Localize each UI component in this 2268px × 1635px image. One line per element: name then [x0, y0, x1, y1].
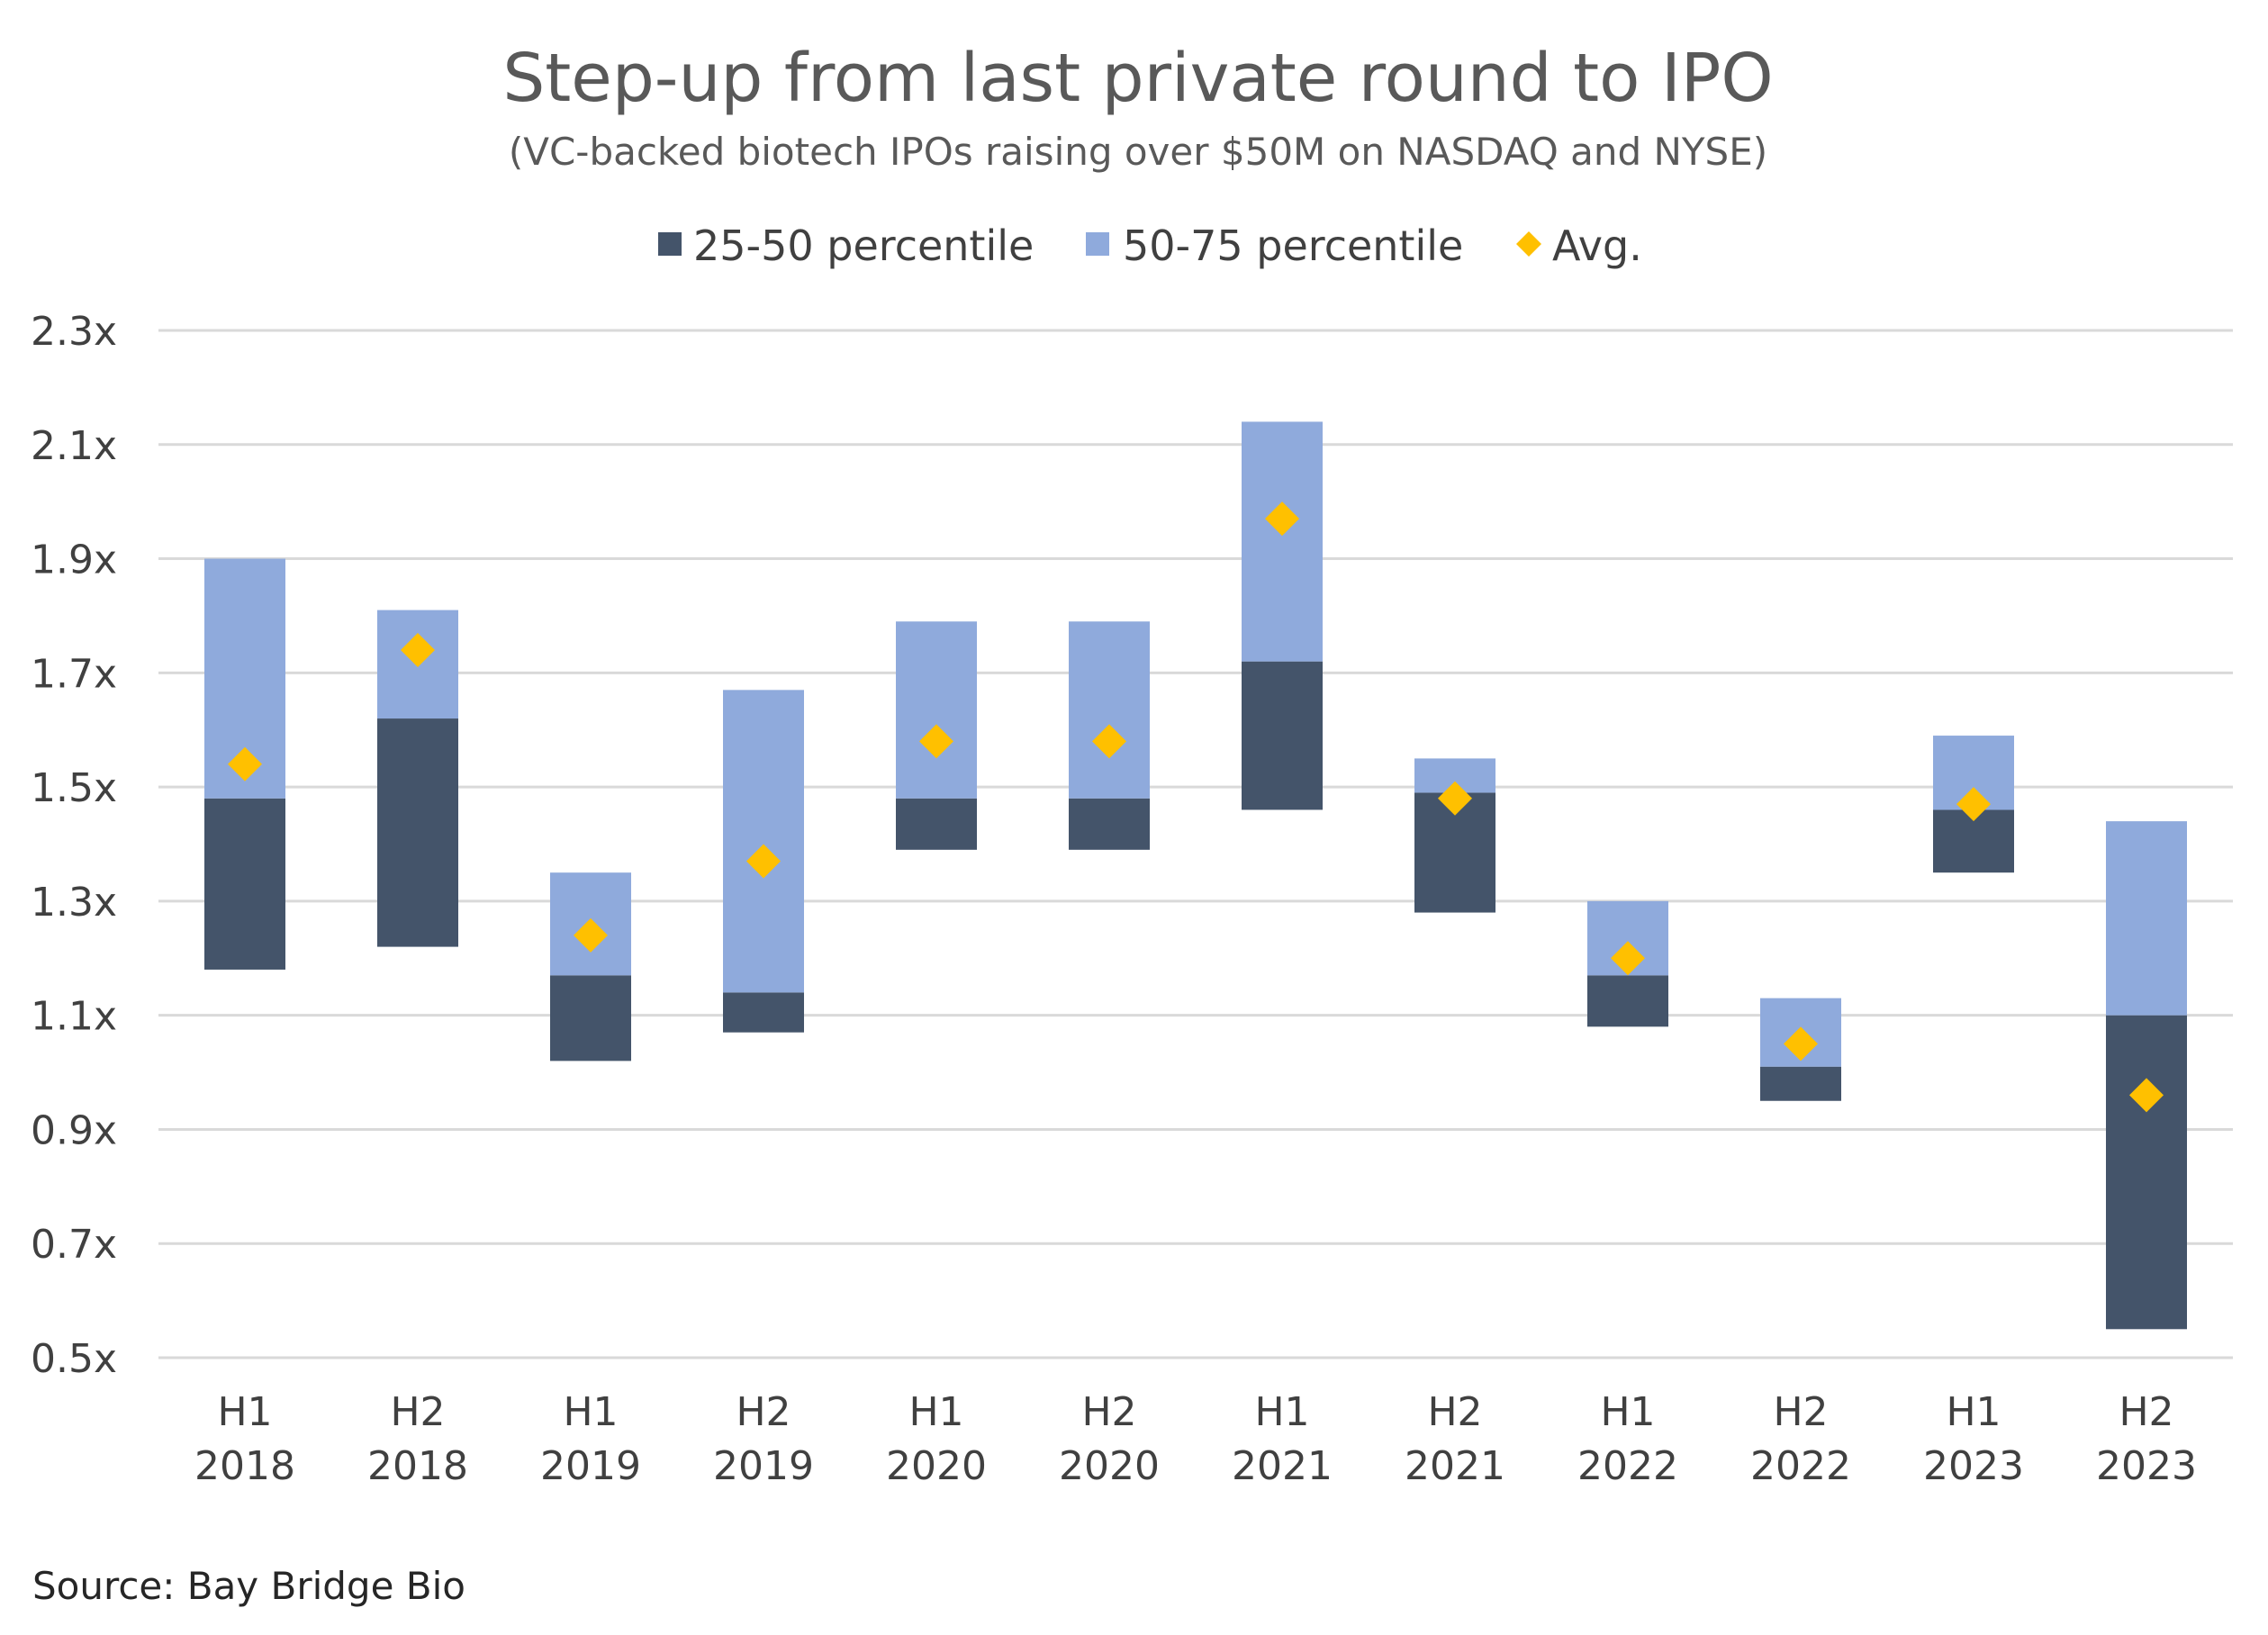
- bar-50-75: [723, 690, 804, 993]
- x-tick-label-year: 2020: [886, 1443, 987, 1489]
- x-tick-label-year: 2023: [2096, 1443, 2197, 1489]
- x-tick-label-year: 2019: [713, 1443, 814, 1489]
- avg-marker: [1611, 941, 1645, 976]
- bar-25-50: [723, 992, 804, 1033]
- x-tick-label-year: 2021: [1405, 1443, 1505, 1489]
- x-tick-label-year: 2020: [1059, 1443, 1160, 1489]
- avg-marker: [1265, 501, 1299, 537]
- x-tick-label-half: H1: [563, 1389, 618, 1435]
- bar-25-50: [896, 798, 977, 850]
- y-tick-label: 2.1x: [31, 423, 117, 469]
- avg-marker: [1438, 781, 1472, 816]
- x-tick-label-half: H1: [1254, 1389, 1309, 1435]
- y-tick-label: 1.5x: [31, 765, 117, 811]
- y-axis: 0.5x 0.7x 0.9x 1.1x 1.3x 1.5x 1.7x 1.9x 2.1x 2.3x: [31, 309, 117, 1382]
- x-axis: H1 2018 H2 2018 H1 2019 H2 2019 H1 2020 H2 2020 H1 20…: [194, 1389, 2197, 1489]
- bar-25-50: [550, 975, 631, 1061]
- avg-marker: [228, 746, 262, 781]
- avg-marker: [1784, 1026, 1818, 1061]
- x-tick-label-half: H2: [1427, 1389, 1482, 1435]
- x-tick-label-year: 2021: [1232, 1443, 1333, 1489]
- x-tick-label-year: 2022: [1750, 1443, 1851, 1489]
- bar-50-75: [2106, 821, 2187, 1016]
- y-tick-label: 1.1x: [31, 994, 117, 1040]
- avg-marker: [919, 724, 953, 759]
- bar-25-50: [377, 718, 458, 947]
- bar-25-50: [1069, 798, 1150, 850]
- x-tick-label-year: 2022: [1577, 1443, 1678, 1489]
- x-tick-label-half: H1: [217, 1389, 272, 1435]
- x-tick-label-half: H2: [1773, 1389, 1828, 1435]
- legend-swatch-25-50: [658, 232, 682, 256]
- source-note: Source: Bay Bridge Bio: [32, 1564, 465, 1608]
- bar-25-50: [2106, 1015, 2187, 1330]
- x-tick-label-half: H1: [1946, 1389, 2001, 1435]
- bar-25-50: [1760, 1066, 1841, 1101]
- x-tick-label-half: H2: [2119, 1389, 2173, 1435]
- y-tick-label: 1.7x: [31, 651, 117, 697]
- bars: [204, 421, 2187, 1330]
- avg-marker: [1092, 724, 1126, 759]
- bar-25-50: [1242, 661, 1323, 810]
- y-tick-label: 2.3x: [31, 309, 117, 355]
- legend-label-25-50: 25-50 percentile: [693, 221, 1034, 270]
- bar-25-50: [1587, 975, 1668, 1027]
- legend: 25-50 percentile 50-75 percentile Avg.: [658, 221, 1642, 270]
- x-tick-label-year: 2018: [194, 1443, 295, 1489]
- y-tick-label: 0.9x: [31, 1107, 117, 1153]
- x-tick-label-year: 2023: [1923, 1443, 2024, 1489]
- avg-marker: [574, 917, 608, 953]
- x-tick-label-half: H2: [390, 1389, 445, 1435]
- x-tick-label-half: H1: [1600, 1389, 1655, 1435]
- y-tick-label: 0.5x: [31, 1336, 117, 1382]
- bar-50-75: [1069, 621, 1150, 799]
- x-tick-label-year: 2018: [367, 1443, 468, 1489]
- legend-label-50-75: 50-75 percentile: [1123, 221, 1463, 270]
- avg-marker: [2129, 1078, 2164, 1113]
- avg-marker: [746, 844, 781, 879]
- legend-label-avg: Avg.: [1552, 221, 1642, 270]
- gridlines: [158, 329, 2233, 1359]
- y-tick-label: 0.7x: [31, 1222, 117, 1268]
- legend-marker-avg: [1516, 231, 1541, 257]
- chart-subtitle: (VC-backed biotech IPOs raising over $50…: [509, 130, 1767, 174]
- x-tick-label-year: 2019: [540, 1443, 641, 1489]
- x-tick-label-half: H2: [736, 1389, 791, 1435]
- bar-50-75: [896, 621, 977, 799]
- x-tick-label-half: H2: [1081, 1389, 1136, 1435]
- y-tick-label: 1.9x: [31, 537, 117, 583]
- x-tick-label-half: H1: [908, 1389, 963, 1435]
- avg-marker: [401, 632, 435, 667]
- avg-marker: [1956, 787, 1991, 822]
- legend-swatch-50-75: [1086, 232, 1109, 256]
- y-tick-label: 1.3x: [31, 880, 117, 926]
- bar-25-50: [204, 798, 285, 970]
- avg-markers: [228, 501, 2164, 1113]
- chart-title: Step-up from last private round to IPO: [502, 40, 1773, 117]
- bar-50-75: [1242, 421, 1323, 662]
